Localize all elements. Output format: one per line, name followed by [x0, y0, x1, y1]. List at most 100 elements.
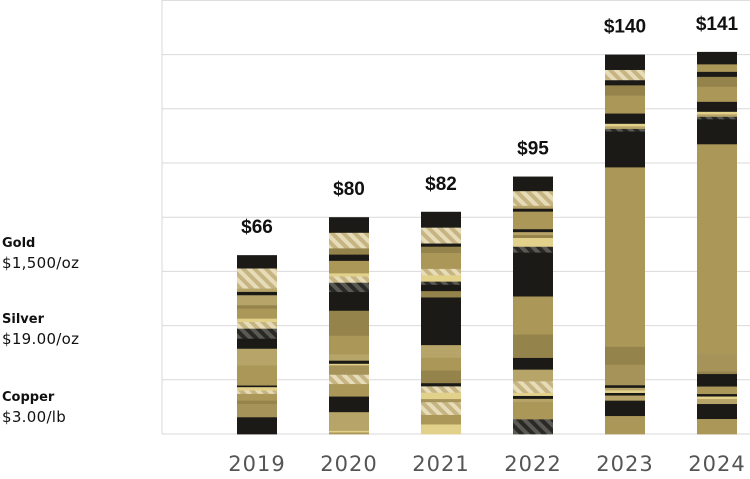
bar-segment — [605, 390, 645, 394]
bar-segment — [237, 305, 277, 310]
bar-segment — [513, 235, 553, 239]
bar-segment — [605, 134, 645, 168]
bar-segment — [605, 392, 645, 396]
bar-2019 — [237, 255, 277, 435]
bar-segment — [421, 357, 461, 371]
bar-segment — [421, 399, 461, 403]
bar-segment — [237, 400, 277, 405]
bar-segment — [697, 396, 737, 400]
bar-segment — [697, 354, 737, 372]
bar-segment — [513, 208, 553, 213]
bar-segment — [421, 297, 461, 346]
bar-segment — [605, 123, 645, 127]
bar-segment — [513, 246, 553, 254]
bar-2021 — [421, 211, 461, 435]
bar-segment — [697, 86, 737, 103]
bar-segment — [605, 167, 645, 348]
silver-label: Silver — [2, 312, 44, 327]
bar-segment — [329, 430, 369, 433]
bar-segment — [697, 114, 737, 118]
labels: $66 2019 $80 2020 $82 2021 $95 2022 $140 2023 $141… — [228, 14, 744, 476]
bar-segment — [329, 292, 369, 312]
bar-segment — [605, 54, 645, 71]
bar-segment — [237, 268, 277, 289]
bar-2020 — [329, 217, 369, 435]
bar-segment — [513, 296, 553, 335]
bar-segment — [329, 396, 369, 413]
bar-segment — [697, 64, 737, 73]
total-label: $80 — [333, 179, 365, 200]
bar-segment — [329, 365, 369, 376]
bar-segment — [697, 76, 737, 88]
bar-segment — [237, 255, 277, 269]
bar-segment — [605, 387, 645, 391]
bar-segment — [697, 386, 737, 395]
bar-segment — [237, 365, 277, 386]
bar-segment — [421, 424, 461, 435]
bar-segment — [513, 176, 553, 192]
bar-segment — [329, 335, 369, 355]
bar-segment — [513, 191, 553, 207]
bar-segment — [605, 113, 645, 125]
bar-segment — [513, 401, 553, 420]
bar-segment — [237, 390, 277, 395]
bar-segment — [237, 288, 277, 293]
bar-segment — [697, 116, 737, 120]
bar-segment — [329, 363, 369, 366]
bar-segment — [513, 393, 553, 397]
bar-segment — [605, 126, 645, 130]
copper-assumption: Copper $3.00/lb — [2, 390, 66, 428]
bar-segment — [513, 395, 553, 400]
total-label: $95 — [517, 139, 549, 160]
bar-segment — [329, 432, 369, 435]
bar-segment — [605, 80, 645, 86]
bar-segment — [697, 374, 737, 387]
bar-segment — [605, 85, 645, 97]
bar-segment — [237, 348, 277, 366]
bar-segment — [237, 387, 277, 391]
bar-segment — [513, 357, 553, 371]
bar-segment — [513, 232, 553, 236]
bar-segment — [421, 383, 461, 387]
bar-segment — [421, 284, 461, 292]
bar-segment — [237, 295, 277, 306]
bar-segment — [329, 384, 369, 397]
bar-segment — [237, 338, 277, 350]
bar-segment — [697, 51, 737, 65]
copper-label: Copper — [2, 390, 55, 405]
bar-segment — [329, 217, 369, 234]
bar-segment — [421, 227, 461, 244]
bar-segment — [329, 260, 369, 274]
bar-segment — [421, 211, 461, 229]
bar-segment — [237, 385, 277, 388]
gold-label: Gold — [2, 236, 36, 251]
bar-segment — [329, 232, 369, 249]
bar-segment — [605, 385, 645, 389]
bar-segment — [697, 71, 737, 78]
bar-segment — [237, 328, 277, 340]
bar-segment — [421, 345, 461, 359]
bar-segment — [421, 386, 461, 394]
bar-segment — [329, 310, 369, 337]
bar-segment — [513, 369, 553, 382]
bar-segment — [237, 417, 277, 435]
bar-segment — [605, 95, 645, 114]
bar-segment — [513, 237, 553, 248]
bar-segment — [237, 393, 277, 401]
bar-2024 — [697, 51, 737, 435]
bar-segment — [421, 268, 461, 276]
bar-segment — [513, 381, 553, 394]
x-tick-label: 2021 — [412, 452, 469, 476]
bar-segment — [513, 229, 553, 233]
bar-segment — [513, 419, 553, 435]
bar-segment — [697, 399, 737, 405]
bar-segment — [329, 248, 369, 256]
bar-segment — [513, 205, 553, 210]
bar-segment — [421, 253, 461, 270]
bar-segment — [605, 364, 645, 386]
total-label: $140 — [604, 17, 646, 38]
bar-segment — [513, 334, 553, 359]
bar-segment — [605, 346, 645, 366]
total-label: $141 — [696, 14, 739, 35]
bar-2022 — [513, 176, 553, 435]
